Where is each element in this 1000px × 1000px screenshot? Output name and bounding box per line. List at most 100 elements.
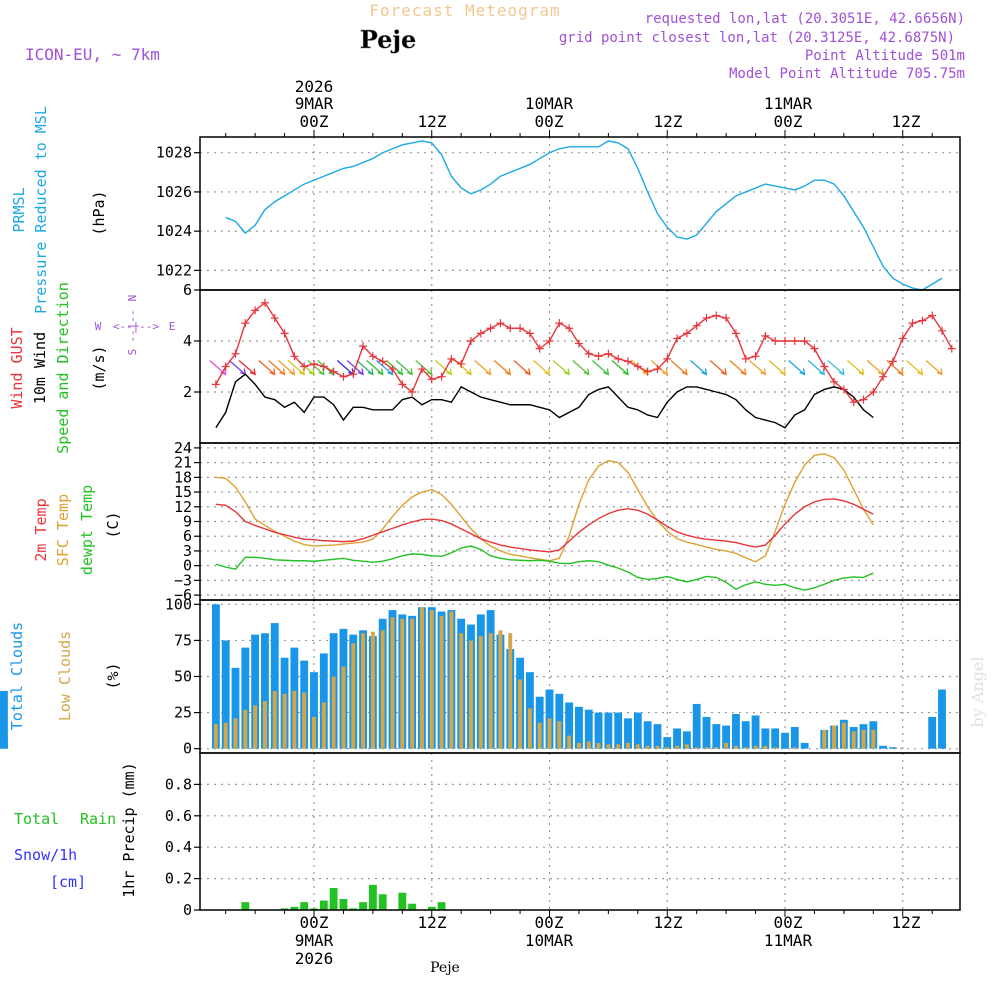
wind-direction-arrow <box>209 360 227 376</box>
model-altitude: Model Point Altitude 705.75m <box>729 66 965 82</box>
gust-marker <box>741 354 750 363</box>
wind-direction-arrow <box>356 360 374 376</box>
low-cloud-bar <box>321 702 326 749</box>
gust-marker <box>447 354 456 363</box>
wind-arrow-head <box>367 368 374 376</box>
gust-marker <box>790 337 799 345</box>
point-altitude: Point Altitude 501m <box>805 48 965 64</box>
wind-direction-arrow <box>268 360 286 376</box>
low-cloud-bar <box>596 742 601 749</box>
precip-label-total: Total <box>14 810 59 828</box>
total-cloud-bar <box>565 702 574 749</box>
compass-arrows: <--|--> <box>113 320 160 333</box>
wind-arrow-shaft <box>209 360 227 375</box>
wind-direction-arrow <box>474 360 492 376</box>
precip-label-snow: Snow/1h <box>14 846 77 864</box>
wind-arrow-shaft <box>670 360 688 375</box>
gust-marker <box>339 372 348 381</box>
gust-marker <box>692 321 701 330</box>
wind-arrow-head <box>799 368 806 376</box>
low-cloud-bar <box>223 722 228 749</box>
total-cloud-bar <box>0 737 8 749</box>
wind-arrow-head <box>377 368 384 376</box>
wind-direction-arrow <box>493 360 512 376</box>
gust-marker <box>329 367 338 376</box>
compass-w: W <box>95 320 102 333</box>
cloud-label-1: Total Clouds <box>8 622 26 730</box>
wind-arrow-head <box>485 368 492 376</box>
low-cloud-bar <box>419 607 424 749</box>
precip-bar <box>329 888 338 910</box>
low-cloud-bar <box>724 742 729 749</box>
wind-arrow-shaft <box>395 360 413 375</box>
bottom-label-3: 12Z <box>654 913 683 932</box>
low-cloud-bar <box>410 618 415 749</box>
gust-marker <box>731 329 740 338</box>
precip-label-rain: Rain <box>80 810 116 828</box>
low-cloud-bar <box>841 722 846 749</box>
total-cloud-bar <box>928 716 937 749</box>
low-cloud-bar <box>351 643 356 749</box>
low-cloud-bar <box>527 708 532 749</box>
y-tick-label-p2: 3 <box>183 542 192 560</box>
wind-arrow-head <box>426 368 433 376</box>
low-cloud-bar <box>733 745 738 749</box>
total-cloud-bar <box>221 640 230 749</box>
pressure-label-1: PRMSL <box>10 187 28 232</box>
total-cloud-bar <box>722 725 731 749</box>
precip-side-labels: Total Rain Snow/1h [cm] 1hr Precip (mm) <box>14 762 138 897</box>
y-tick-label-p1: 2 <box>183 383 192 401</box>
gust-marker <box>604 349 613 358</box>
gust-marker <box>663 354 672 363</box>
low-cloud-bar <box>439 615 444 749</box>
wind-arrow-shaft <box>366 360 384 375</box>
top-label-4-a: 11MAR <box>764 94 813 113</box>
meteogram-title: Forecast Meteogram <box>369 1 560 20</box>
wind-gust-line <box>215 301 953 403</box>
wind-direction-arrow <box>847 360 865 376</box>
t2m-line <box>215 498 874 553</box>
compass-n: N <box>126 295 139 302</box>
top-label-0-b: 9MAR <box>295 94 334 113</box>
low-cloud-bar <box>380 630 385 749</box>
y-tick-label-p3: 25 <box>174 704 192 722</box>
low-cloud-bar <box>508 633 513 749</box>
wind-arrow-head <box>269 368 276 376</box>
gust-marker <box>584 349 593 358</box>
gridpoint-coords: grid point closest lon,lat (20.3125E, 42… <box>559 30 955 46</box>
wind-direction-arrow <box>238 360 256 376</box>
gust-marker <box>378 357 387 366</box>
gust-marker <box>368 352 377 361</box>
wind-arrow-head <box>563 368 570 376</box>
wind-arrow-head <box>505 368 512 376</box>
gust-marker <box>712 311 721 320</box>
gust-marker <box>251 306 260 315</box>
low-cloud-bar <box>518 679 523 749</box>
precip-bar <box>398 892 407 910</box>
wind-arrow-head <box>397 368 404 376</box>
wind-compass-rose: N --|-- S W <--|--> E <box>95 295 176 356</box>
low-cloud-bar <box>449 611 454 749</box>
top-label-4-b: 00Z <box>774 112 803 131</box>
wind-arrow-shaft <box>238 360 256 375</box>
y-tick-label-p4: 0.8 <box>165 775 192 793</box>
low-cloud-bar <box>714 747 719 749</box>
precip-bar <box>437 902 446 910</box>
low-cloud-bar <box>390 617 395 749</box>
gust-marker <box>869 388 878 396</box>
wind-direction-arrow <box>905 360 924 376</box>
total-cloud-bar <box>741 721 750 749</box>
precip-bar <box>359 902 367 910</box>
total-cloud-bar <box>594 712 603 749</box>
wind-arrow-head <box>289 368 296 376</box>
gust-marker <box>300 362 309 371</box>
gust-marker <box>722 314 731 323</box>
wind-arrow-head <box>603 368 610 376</box>
gust-marker <box>751 352 760 361</box>
precip-label-cm: [cm] <box>50 873 86 891</box>
low-cloud-bar <box>400 618 405 749</box>
total-cloud-bar <box>584 709 593 749</box>
wind-arrow-shaft <box>385 360 403 375</box>
precip-bar <box>280 908 289 910</box>
